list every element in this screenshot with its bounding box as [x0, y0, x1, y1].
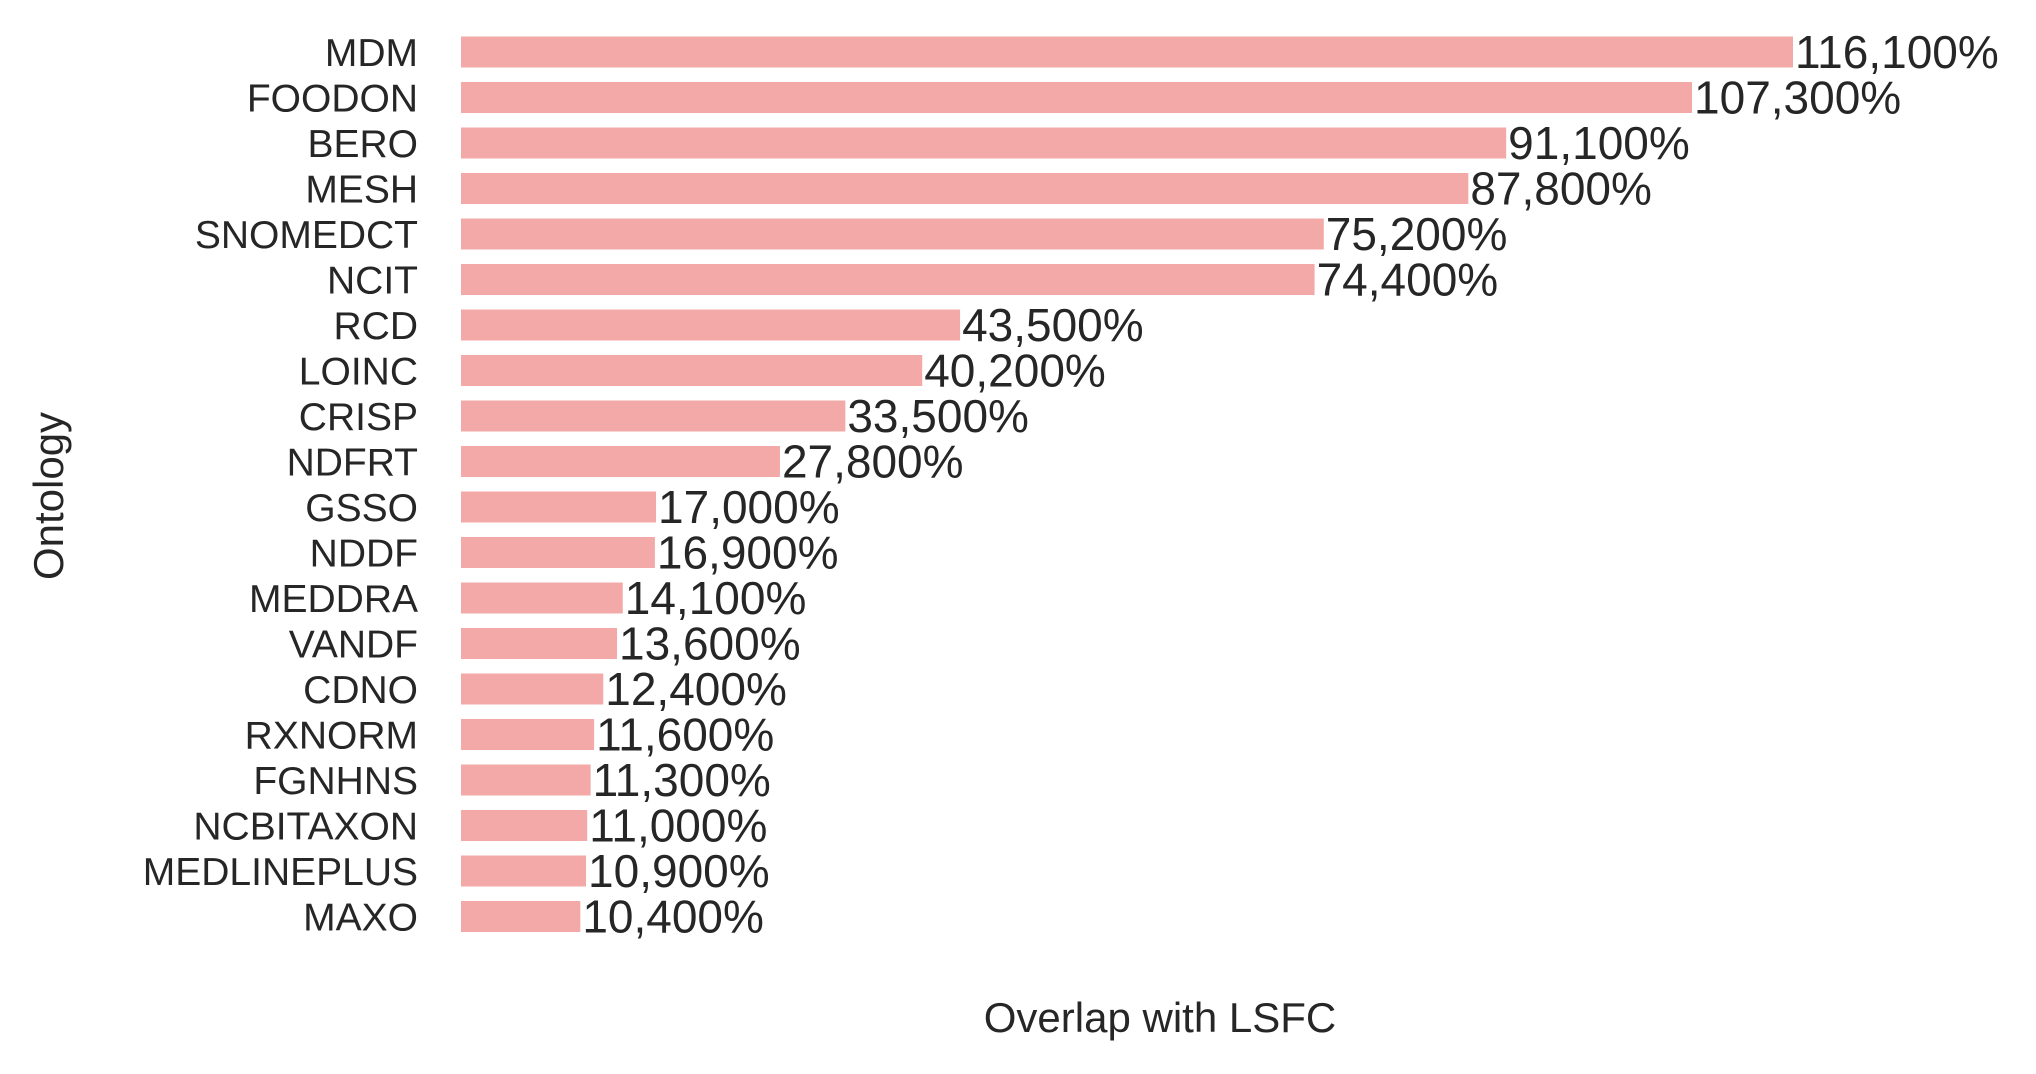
- category-label-foodon: FOODON: [247, 78, 418, 121]
- value-label-crisp: 33,500%: [847, 390, 1029, 442]
- value-label-mesh: 87,800%: [1470, 163, 1652, 215]
- category-label-meddra: MEDDRA: [249, 578, 418, 621]
- category-label-crisp: CRISP: [299, 396, 418, 439]
- bar-loinc: [461, 355, 923, 386]
- value-label-vandf: 13,600%: [619, 618, 801, 670]
- bar-gsso: [461, 491, 657, 523]
- value-label-loinc: 40,200%: [924, 345, 1106, 397]
- value-label-ncbitaxon: 11,000%: [589, 800, 767, 852]
- category-label-rcd: RCD: [334, 305, 419, 348]
- y-axis-title: Ontology: [25, 412, 72, 580]
- bar-maxo: [461, 901, 581, 932]
- bar-meddra: [461, 582, 623, 614]
- value-label-mdm: 116,100%: [1795, 26, 1999, 78]
- category-label-medlineplus: MEDLINEPLUS: [143, 851, 418, 894]
- bar-ncbitaxon: [461, 810, 588, 841]
- bar-snomedct: [461, 218, 1324, 250]
- category-label-rxnorm: RXNORM: [245, 715, 418, 758]
- value-label-ndfrt: 27,800%: [782, 436, 964, 488]
- category-label-nddf: NDDF: [310, 533, 418, 576]
- value-label-medlineplus: 10,900%: [588, 845, 770, 897]
- value-label-meddra: 14,100%: [625, 572, 807, 624]
- value-label-foodon: 107,300%: [1694, 72, 1901, 124]
- bar-rcd: [461, 309, 961, 341]
- category-label-mdm: MDM: [325, 32, 418, 75]
- value-label-fgnhns: 11,300%: [593, 754, 771, 806]
- category-label-ncbitaxon: NCBITAXON: [193, 806, 418, 849]
- bar-vandf: [461, 628, 618, 659]
- bar-mesh: [461, 173, 1469, 204]
- value-label-ncit: 74,400%: [1317, 254, 1499, 306]
- category-label-loinc: LOINC: [299, 351, 418, 394]
- category-label-maxo: MAXO: [303, 897, 418, 940]
- category-label-fgnhns: FGNHNS: [253, 760, 418, 803]
- bar-fgnhns: [461, 764, 591, 796]
- bar-mdm: [461, 36, 1793, 68]
- value-label-gsso: 17,000%: [658, 481, 840, 533]
- bar-cdno: [461, 673, 604, 705]
- category-label-bero: BERO: [307, 123, 418, 166]
- category-label-ndfrt: NDFRT: [287, 442, 418, 485]
- category-labels: MDMFOODONBEROMESHSNOMEDCTNCITRCDLOINCCRI…: [143, 32, 418, 940]
- value-label-rcd: 43,500%: [962, 299, 1144, 351]
- bars-layer: [461, 36, 1793, 932]
- bar-nddf: [461, 537, 655, 568]
- bar-crisp: [461, 400, 846, 432]
- category-label-vandf: VANDF: [289, 624, 418, 667]
- value-label-snomedct: 75,200%: [1326, 208, 1508, 260]
- bar-medlineplus: [461, 855, 587, 887]
- value-label-rxnorm: 11,600%: [596, 709, 774, 761]
- value-label-bero: 91,100%: [1508, 117, 1690, 169]
- x-axis-title: Overlap with LSFC: [984, 994, 1336, 1041]
- category-label-gsso: GSSO: [305, 487, 418, 530]
- category-label-snomedct: SNOMEDCT: [195, 214, 418, 257]
- bar-ncit: [461, 264, 1315, 295]
- category-label-mesh: MESH: [305, 169, 418, 212]
- value-label-maxo: 10,400%: [582, 891, 764, 943]
- bar-bero: [461, 127, 1507, 159]
- value-label-nddf: 16,900%: [657, 527, 839, 579]
- value-labels: 116,100%107,300%91,100%87,800%75,200%74,…: [582, 26, 1998, 943]
- category-label-cdno: CDNO: [303, 669, 418, 712]
- category-label-ncit: NCIT: [327, 260, 418, 303]
- bar-ndfrt: [461, 446, 780, 477]
- value-label-cdno: 12,400%: [605, 663, 787, 715]
- bar-foodon: [461, 82, 1693, 113]
- bar-rxnorm: [461, 719, 595, 750]
